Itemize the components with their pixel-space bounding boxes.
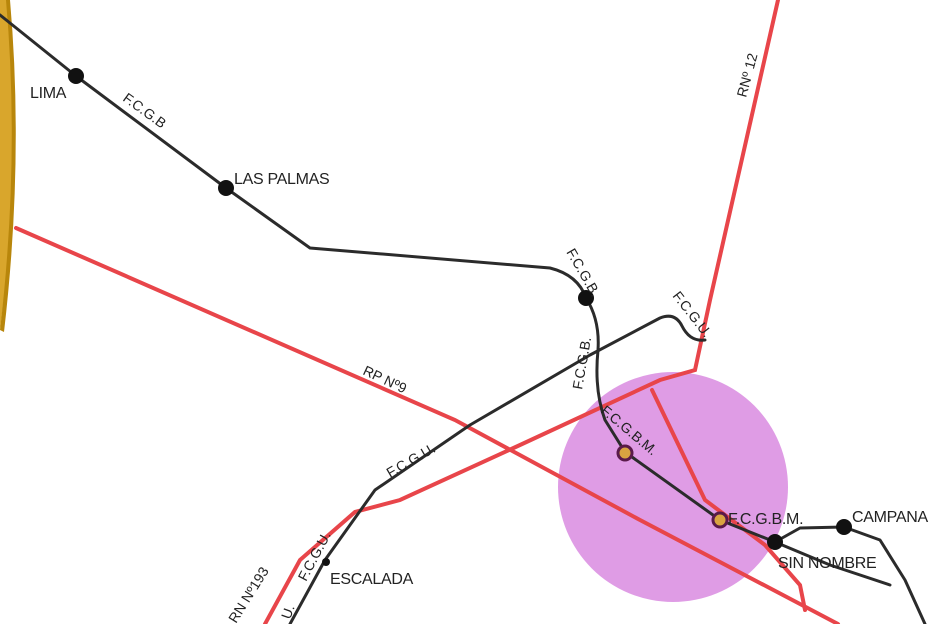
road-label-rn193: RN Nº193	[225, 564, 272, 624]
rail-label-fcgu-bottom: U.	[278, 602, 298, 621]
station-dot-fcgb-junction[interactable]	[578, 290, 594, 306]
stations	[68, 68, 852, 566]
station-dot-lima[interactable]	[68, 68, 84, 84]
station-label-lima: LIMA	[30, 85, 67, 102]
roads	[14, 0, 840, 624]
station-dot-fcgbm-2[interactable]	[711, 511, 729, 529]
station-dot-las-palmas[interactable]	[218, 180, 234, 196]
gold-frame-decoration	[0, 0, 14, 330]
station-label-sin-nombre: SIN NOMBRE	[778, 555, 876, 572]
road-rn12	[263, 0, 780, 624]
rail-campana	[773, 525, 927, 624]
rail-sin-nombre	[773, 540, 892, 587]
road-rp9	[14, 226, 840, 624]
road-branch-se	[650, 388, 807, 612]
rail-label-fcgu-mid: F.C.G.U.	[384, 440, 438, 481]
rail-fcgb	[0, 13, 777, 544]
station-label-las-palmas: LAS PALMAS	[234, 171, 329, 188]
rail-label-fcgb-vertical: F.C.G.B.	[569, 336, 594, 391]
station-label-escalada: ESCALADA	[330, 571, 414, 588]
rail-fcgu	[288, 314, 707, 624]
station-dot-campana[interactable]	[836, 519, 852, 535]
station-label-fcgbm: F.C.G.B.M.	[728, 511, 803, 528]
station-dot-sin-nombre[interactable]	[767, 534, 783, 550]
station-label-campana: CAMPANA	[852, 509, 928, 526]
station-dot-escalada[interactable]	[322, 558, 330, 566]
railways	[0, 13, 927, 624]
station-dot-fcgbm-1[interactable]	[616, 444, 634, 462]
gold-frame-shadow	[0, 0, 16, 332]
rail-label-fcgb-top: F.C.G.B	[120, 89, 169, 131]
